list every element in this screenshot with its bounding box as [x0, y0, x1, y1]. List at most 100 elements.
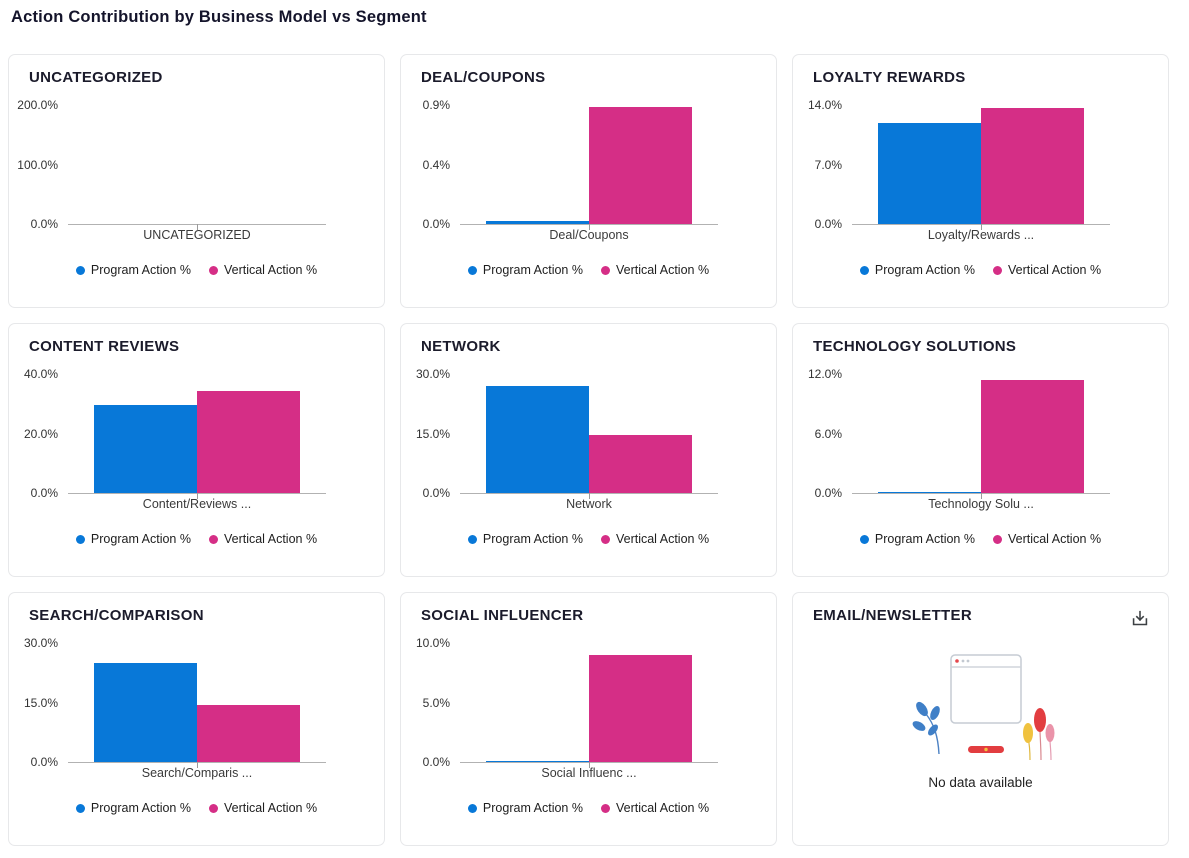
download-button[interactable]: [1126, 606, 1154, 634]
legend-item-vertical: Vertical Action %: [992, 263, 1102, 277]
y-tick-mid: 15.0%: [23, 695, 58, 710]
legend-item-program: Program Action %: [75, 532, 191, 546]
vertical-bar: [589, 107, 692, 224]
vertical-legend-label: Vertical Action %: [1007, 263, 1102, 277]
vertical-legend-label: Vertical Action %: [615, 801, 710, 815]
x-axis-tick: [589, 224, 590, 230]
vertical-legend-label: Vertical Action %: [223, 801, 318, 815]
program-legend-dot-icon: [467, 265, 477, 275]
bar-chart: 30.0% 15.0% 0.0% Network Program Action …: [416, 367, 756, 546]
vertical-legend-dot-icon: [600, 803, 610, 813]
no-data-message: No data available: [928, 775, 1033, 790]
no-data-state: No data available: [813, 650, 1148, 790]
legend-item-vertical: Vertical Action %: [208, 263, 318, 277]
y-tick-max: 40.0%: [23, 367, 58, 381]
y-tick-zero: 0.0%: [814, 217, 842, 231]
bar-group: [68, 105, 326, 224]
chart-card-title: TECHNOLOGY SOLUTIONS: [813, 338, 1017, 355]
legend-item-program: Program Action %: [75, 263, 191, 277]
program-bar: [94, 663, 197, 762]
category-label: Content/Reviews ...: [142, 497, 252, 511]
bar-group: [852, 374, 1110, 493]
y-tick-zero: 0.0%: [814, 486, 842, 500]
y-tick-mid: 5.0%: [422, 695, 450, 710]
y-tick-zero: 0.0%: [30, 217, 58, 231]
category-label: Social Influenc ...: [541, 766, 637, 780]
bar-chart: 12.0% 6.0% 0.0% Technology Solu ... Prog…: [808, 367, 1148, 546]
program-bar: [94, 405, 197, 493]
plot-area: 0.9% 0.4% 0.0%: [423, 98, 718, 231]
chart-legend: Program Action % Vertical Action %: [29, 801, 364, 815]
vertical-legend-dot-icon: [992, 534, 1002, 544]
page-title: Action Contribution by Business Model vs…: [11, 8, 427, 26]
chart-legend: Program Action % Vertical Action %: [421, 532, 756, 546]
program-legend-dot-icon: [467, 534, 477, 544]
y-tick-mid: 20.0%: [23, 426, 58, 441]
chart-legend: Program Action % Vertical Action %: [421, 801, 756, 815]
bar-group: [460, 643, 718, 762]
y-tick-zero: 0.0%: [422, 755, 450, 769]
plot-area: 30.0% 15.0% 0.0%: [416, 367, 718, 500]
vertical-legend-label: Vertical Action %: [615, 532, 710, 546]
y-tick-max: 14.0%: [807, 98, 842, 112]
legend-item-program: Program Action %: [859, 263, 975, 277]
chart-card-title: DEAL/COUPONS: [421, 69, 546, 86]
vertical-legend-dot-icon: [208, 803, 218, 813]
x-axis-tick: [981, 493, 982, 499]
vertical-bar: [589, 435, 692, 493]
chart-card-title: EMAIL/NEWSLETTER: [813, 607, 972, 624]
legend-item-vertical: Vertical Action %: [600, 532, 710, 546]
bar-chart: 40.0% 20.0% 0.0% Content/Reviews ... Pro…: [24, 367, 364, 546]
program-bar: [486, 386, 589, 493]
program-bar: [486, 761, 589, 762]
plot-area: 14.0% 7.0% 0.0%: [808, 98, 1110, 231]
program-legend-dot-icon: [75, 803, 85, 813]
bar-group: [460, 105, 718, 224]
y-tick-max: 30.0%: [23, 636, 58, 650]
legend-item-vertical: Vertical Action %: [208, 532, 318, 546]
legend-item-program: Program Action %: [75, 801, 191, 815]
y-tick-mid: 7.0%: [814, 157, 842, 172]
vertical-legend-label: Vertical Action %: [615, 263, 710, 277]
chart-card-title: NETWORK: [421, 338, 501, 355]
x-axis-tick: [197, 493, 198, 499]
bar-chart: 0.9% 0.4% 0.0% Deal/Coupons Program Acti…: [421, 98, 756, 277]
chart-legend: Program Action % Vertical Action %: [29, 532, 364, 546]
program-legend-label: Program Action %: [90, 801, 191, 815]
vertical-legend-label: Vertical Action %: [223, 532, 318, 546]
bar-group: [68, 374, 326, 493]
program-legend-dot-icon: [859, 265, 869, 275]
chart-card: NETWORK 30.0% 15.0% 0.0%: [400, 323, 777, 577]
y-tick-mid: 0.4%: [422, 157, 450, 172]
bar-group: [68, 643, 326, 762]
legend-item-program: Program Action %: [467, 263, 583, 277]
y-tick-mid: 100.0%: [17, 157, 58, 172]
vertical-legend-label: Vertical Action %: [223, 263, 318, 277]
x-axis-tick: [197, 762, 198, 768]
legend-item-vertical: Vertical Action %: [208, 801, 318, 815]
legend-item-program: Program Action %: [467, 532, 583, 546]
chart-card-title: SOCIAL INFLUENCER: [421, 607, 584, 624]
category-label: Search/Comparis ...: [141, 766, 253, 780]
bar-chart: 14.0% 7.0% 0.0% Loyalty/Rewards ... Prog…: [808, 98, 1148, 277]
plot-area: 200.0% 100.0% 0.0%: [17, 98, 326, 231]
program-legend-label: Program Action %: [90, 532, 191, 546]
bar-group: [852, 105, 1110, 224]
y-tick-max: 30.0%: [415, 367, 450, 381]
y-tick-max: 12.0%: [807, 367, 842, 381]
program-legend-dot-icon: [75, 265, 85, 275]
program-legend-label: Program Action %: [874, 263, 975, 277]
chart-card: EMAIL/NEWSLETTER: [792, 592, 1169, 846]
category-label: Loyalty/Rewards ...: [927, 228, 1035, 242]
empty-browser-illustration-icon: [906, 654, 1056, 766]
chart-card: SOCIAL INFLUENCER 10.0% 5.0% 0.0%: [400, 592, 777, 846]
legend-item-program: Program Action %: [467, 801, 583, 815]
vertical-bar: [981, 108, 1084, 224]
program-legend-label: Program Action %: [90, 263, 191, 277]
program-legend-dot-icon: [467, 803, 477, 813]
program-legend-label: Program Action %: [482, 263, 583, 277]
chart-legend: Program Action % Vertical Action %: [813, 532, 1148, 546]
vertical-legend-dot-icon: [208, 534, 218, 544]
chart-card: DEAL/COUPONS 0.9% 0.4% 0.0%: [400, 54, 777, 308]
